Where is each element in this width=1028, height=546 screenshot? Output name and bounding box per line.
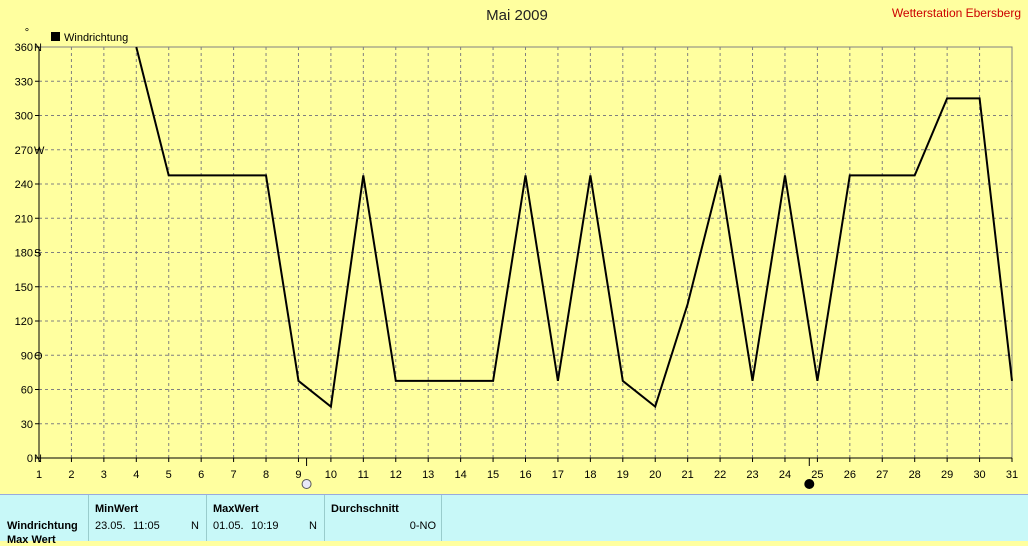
max-time: 10:19 [251,520,279,532]
new-moon-icon [804,479,815,489]
x-tick-label: 26 [844,469,856,481]
x-tick-label: 10 [325,469,337,481]
x-tick-label: 12 [390,469,402,481]
y-tick-label: 0 [27,453,33,465]
legend-label: Windrichtung [64,32,128,44]
y-tick-label: 150 [15,282,33,294]
x-tick-label: 19 [617,469,629,481]
station-name: Wetterstation Ebersberg [892,6,1021,20]
x-tick-label: 9 [295,469,301,481]
y-tick-label: 30 [21,419,33,431]
min-date: 23.05. [95,520,126,532]
x-tick-label: 17 [552,469,564,481]
x-tick-label: 22 [714,469,726,481]
x-tick-label: 13 [422,469,434,481]
stats-panel: Windrichtung Max Wert MinWert 23.05. 11:… [0,494,1028,546]
stats-row-label: Windrichtung [7,520,78,532]
stats-col-avg: Durchschnitt 0-NO [324,495,442,541]
avg-value: 0-NO [409,520,436,532]
stats-empty [441,495,1028,541]
max-date: 01.05. [213,520,244,532]
x-tick-label: 16 [519,469,531,481]
x-tick-label: 8 [263,469,269,481]
x-tick-label: 4 [133,469,139,481]
stats-col-max: MaxWert 01.05. 10:19 N [206,495,325,541]
x-tick-label: 24 [779,469,791,481]
plot-group: 0N306090O120150180S210240270W300330360N1… [15,42,1018,489]
y-tick-label: 270 [15,145,33,157]
x-tick-label: 21 [682,469,694,481]
y-tick-label: 360 [15,42,33,54]
y-tick-label: 60 [21,385,33,397]
y-tick-direction: S [34,248,41,260]
x-tick-label: 6 [198,469,204,481]
full-moon-icon [301,479,312,489]
x-tick-label: 3 [101,469,107,481]
min-header: MinWert [95,503,139,515]
y-tick-label: 120 [15,316,33,328]
x-tick-label: 27 [876,469,888,481]
x-tick-label: 25 [811,469,823,481]
y-tick-label: 330 [15,76,33,88]
avg-header: Durchschnitt [331,503,399,515]
x-tick-label: 31 [1006,469,1018,481]
x-tick-label: 7 [231,469,237,481]
max-dir: N [309,520,317,532]
stats-col-min: MinWert 23.05. 11:05 N [88,495,207,541]
y-tick-label: 240 [15,179,33,191]
x-tick-label: 20 [649,469,661,481]
legend-swatch [51,32,60,41]
y-tick-direction: N [34,42,42,54]
min-dir: N [191,520,199,532]
y-tick-label: 90 [21,350,33,362]
x-tick-label: 11 [358,469,369,481]
chart-area: Mai 2009 Wetterstation Ebersberg ° Windr… [15,6,1021,489]
x-tick-label: 2 [68,469,74,481]
max-header: MaxWert [213,503,259,515]
x-tick-label: 14 [455,469,467,481]
x-tick-label: 29 [941,469,953,481]
min-time: 11:05 [133,520,160,532]
series-line-windrichtung [135,46,1013,409]
y-tick-label: 210 [15,213,33,225]
chart-svg: Mai 2009 Wetterstation Ebersberg ° Windr… [15,6,1021,489]
y-tick-label: 180 [15,248,33,260]
x-tick-label: 5 [166,469,172,481]
x-tick-label: 18 [584,469,596,481]
x-tick-label: 1 [36,469,42,481]
stats-row-label-cut: Max Wert [7,534,56,546]
chart-title: Mai 2009 [486,7,548,24]
x-tick-label: 30 [973,469,985,481]
y-tick-direction: N [34,453,42,465]
y-unit-mark: ° [25,27,29,39]
x-tick-label: 23 [746,469,758,481]
x-tick-label: 15 [487,469,499,481]
x-tick-label: 28 [909,469,921,481]
y-tick-label: 300 [15,111,33,123]
